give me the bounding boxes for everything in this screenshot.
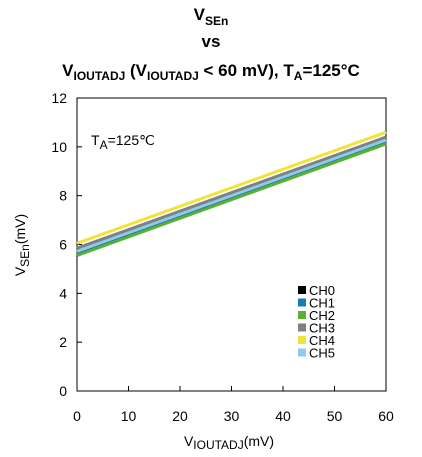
y-tick-label: 8 [59, 188, 67, 204]
legend-label-ch5: CH5 [309, 346, 335, 361]
x-axis-ticks: 0 10 20 30 40 50 60 [73, 386, 394, 424]
x-tick-label: 20 [172, 408, 188, 424]
series-lines [76, 130, 387, 257]
x-tick-label: 30 [224, 408, 240, 424]
series-line-ch3 [76, 135, 387, 250]
series-line-ch5 [76, 138, 387, 253]
y-tick-label: 10 [51, 139, 67, 155]
x-tick-label: 40 [275, 408, 291, 424]
y-tick-label: 0 [59, 383, 67, 399]
chart-title-line3: VIOUTADJ (VIOUTADJ < 60 mV), TA=125°C [62, 61, 360, 83]
x-tick-label: 60 [378, 408, 394, 424]
y-tick-label: 2 [59, 334, 67, 350]
legend-swatch-ch4 [298, 336, 306, 344]
legend-label-ch4: CH4 [309, 333, 335, 348]
legend-label-ch3: CH3 [309, 321, 335, 336]
series-line-ch2 [76, 142, 387, 257]
chart-title-line1: VSEn [194, 5, 229, 28]
y-axis-label: VSEn(mV) [12, 214, 32, 276]
legend-label-ch1: CH1 [309, 296, 335, 311]
legend-swatch-ch1 [298, 298, 306, 307]
series-line-ch1 [76, 140, 387, 255]
legend-swatch-ch0 [298, 286, 306, 294]
y-tick-label: 4 [59, 285, 67, 301]
temperature-annotation: TA=125℃ [91, 132, 155, 152]
y-tick-label: 12 [51, 90, 67, 106]
legend-label-ch0: CH0 [309, 283, 335, 298]
x-axis-label: VIOUTADJ(mV) [184, 433, 274, 452]
y-tick-label: 6 [59, 237, 67, 253]
chart-title-line2: vs [202, 32, 221, 51]
legend-swatch-ch3 [298, 323, 306, 332]
x-tick-label: 10 [121, 408, 137, 424]
x-tick-label: 0 [73, 408, 81, 424]
legend-swatch-ch2 [298, 311, 306, 319]
series-line-ch4 [76, 130, 387, 245]
legend-swatch-ch5 [298, 348, 306, 357]
legend-label-ch2: CH2 [309, 308, 335, 323]
x-tick-label: 50 [327, 408, 343, 424]
